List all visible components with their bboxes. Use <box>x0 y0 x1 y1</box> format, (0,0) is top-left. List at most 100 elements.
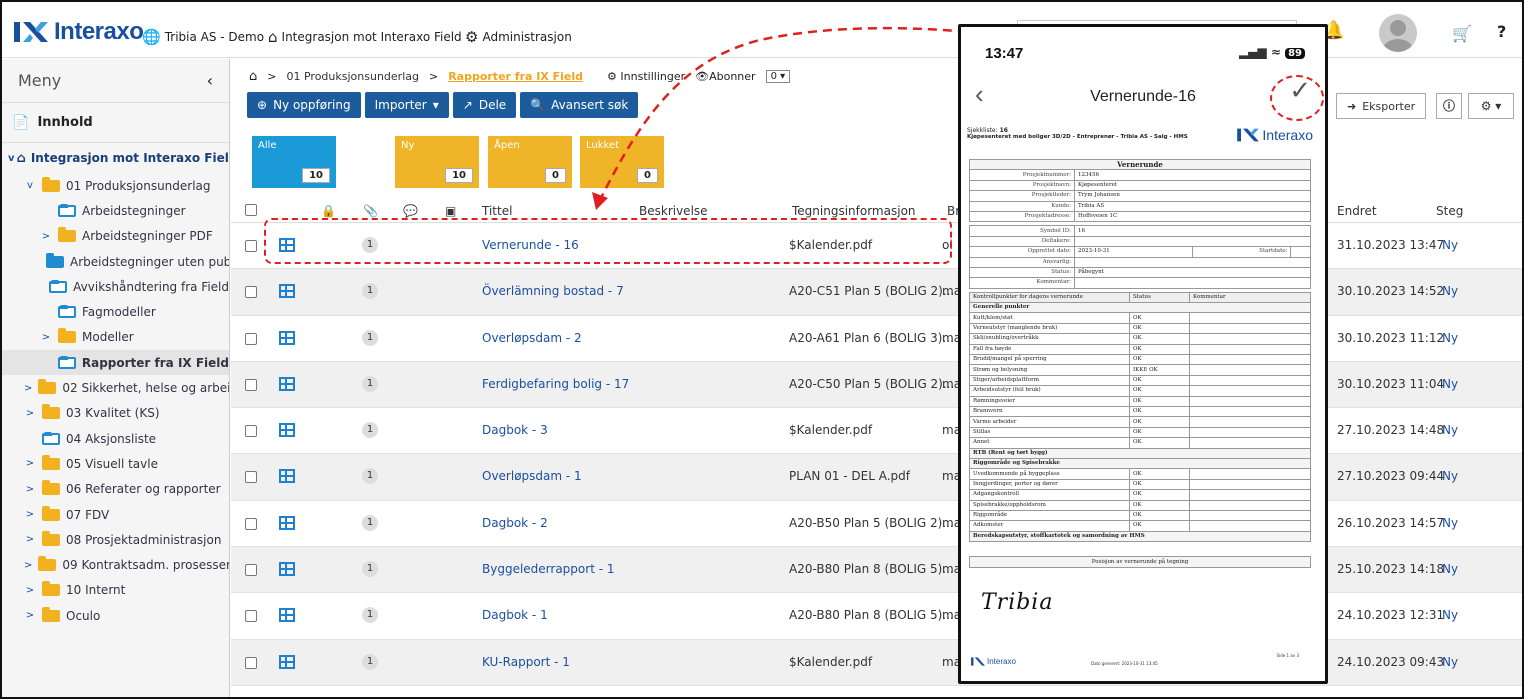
sidebar-item[interactable]: > Modeller <box>2 325 229 350</box>
table-row[interactable]: 1 Vernerunde - 16 $Kalender.pdf ol 31.10.202… <box>231 223 1522 270</box>
cart-icon[interactable]: 🛒 <box>1452 24 1472 43</box>
form-grid-icon[interactable] <box>279 330 295 345</box>
home-icon[interactable]: ⌂ <box>249 69 258 84</box>
sidebar-item[interactable]: >05 Visuell tavle <box>2 451 229 476</box>
select-all-checkbox[interactable] <box>245 204 257 216</box>
row-title[interactable]: Dagbok - 1 <box>482 608 548 623</box>
form-grid-icon[interactable] <box>279 284 295 299</box>
tile-closed[interactable]: Lukket 0 <box>580 136 664 188</box>
sidebar-item[interactable]: >06 Referater og rapporter <box>2 477 229 502</box>
tile-all[interactable]: Alle 10 <box>252 136 336 188</box>
sidebar-item[interactable]: > Oculo <box>2 603 229 628</box>
row-checkbox[interactable] <box>245 610 257 623</box>
row-checkbox[interactable] <box>245 240 257 252</box>
row-title[interactable]: Ferdigbefaring bolig - 17 <box>482 376 630 391</box>
col-description[interactable]: Beskrivelse <box>639 204 708 218</box>
nav-project-link[interactable]: ⌂ Integrasjon mot Interaxo Field <box>268 28 462 46</box>
share-button[interactable]: ↗ Dele <box>452 92 517 118</box>
breadcrumb-current[interactable]: Rapporter fra IX Field <box>448 70 584 83</box>
chevron-right-icon[interactable]: > <box>24 382 33 394</box>
col-step[interactable]: Steg <box>1436 204 1464 218</box>
row-title[interactable]: Vernerunde - 16 <box>482 238 579 252</box>
chevron-right-icon[interactable]: > <box>25 509 35 520</box>
sidebar-item[interactable]: >10 Internt <box>2 578 229 603</box>
new-entry-button[interactable]: ⊕ Ny oppføring <box>247 92 361 118</box>
row-checkbox[interactable] <box>245 517 257 530</box>
row-checkbox[interactable] <box>245 564 257 577</box>
sidebar-item[interactable]: 04 Aksjonsliste <box>2 426 229 451</box>
row-title[interactable]: Overløpsdam - 1 <box>482 469 582 484</box>
chevron-right-icon[interactable]: > <box>25 584 35 596</box>
table-row[interactable]: 1 Overløpsdam - 2 A20-A61 Plan 6 (BOLIG 3)… <box>231 316 1522 362</box>
sidebar-item[interactable]: >09 Kontraktsadm. prosesser <box>2 552 229 577</box>
chevron-right-icon[interactable]: > <box>25 483 35 495</box>
table-row[interactable]: 1 Dagbok - 2 A20-B50 Plan 5 (BOLIG 2)... ma… <box>231 501 1522 548</box>
row-checkbox[interactable] <box>245 656 257 669</box>
sidebar-item[interactable]: v 01 Produksjonsunderlag <box>2 173 229 198</box>
subscribe-count-select[interactable]: 0 ▾ <box>765 70 791 83</box>
export-button[interactable]: ➜ Eksporter <box>1336 93 1427 119</box>
chevron-right-icon[interactable]: > <box>25 534 35 546</box>
row-title[interactable]: Byggelederrapport - 1 <box>482 562 615 577</box>
col-changed[interactable]: Endret <box>1337 204 1377 218</box>
table-row[interactable]: 1 Dagbok - 3 $Kalender.pdf ma 27.10.2023 14:… <box>231 408 1522 455</box>
tree-root[interactable]: v ⌂ Integrasjon mot Interaxo Field <box>2 143 229 173</box>
subscribe-link[interactable]: 👁Abonner <box>695 70 755 83</box>
col-drawing[interactable]: Tegningsinformasjon <box>792 204 916 218</box>
company-selector[interactable]: 🌐 Tribia AS - Demo <box>142 28 264 46</box>
collapse-menu-icon[interactable]: ‹ <box>206 71 213 90</box>
settings-dropdown-button[interactable]: ⚙ ▾ <box>1468 93 1514 119</box>
info-button[interactable]: ⓘ <box>1436 93 1462 119</box>
row-title[interactable]: Dagbok - 2 <box>482 515 548 530</box>
sidebar-item[interactable]: >02 Sikkerhet, helse og arbeidsmiljø <box>2 375 229 400</box>
sidebar-item[interactable]: >03 Kvalitet (KS) <box>2 401 229 426</box>
chevron-right-icon[interactable]: > <box>41 230 51 242</box>
sidebar-item[interactable]: Fagmodeller <box>2 299 229 324</box>
chevron-right-icon[interactable]: > <box>25 458 35 470</box>
sidebar-item[interactable]: >07 FDV <box>2 502 229 527</box>
form-grid-icon[interactable] <box>279 423 295 438</box>
form-grid-icon[interactable] <box>279 562 295 577</box>
col-title[interactable]: Tittel <box>482 204 513 218</box>
chevron-right-icon[interactable]: > <box>41 331 51 343</box>
innhold-header[interactable]: 📄 Innhold <box>2 103 229 143</box>
chevron-right-icon[interactable]: > <box>24 559 33 571</box>
form-grid-icon[interactable] <box>279 469 295 484</box>
sidebar-item[interactable]: > Arbeidstegninger PDF <box>2 224 229 249</box>
table-row[interactable]: 1 Dagbok - 1 A20-B80 Plan 8 (BOLIG 5)... ma… <box>231 593 1522 640</box>
avatar[interactable] <box>1379 14 1417 52</box>
tile-new[interactable]: Ny 10 <box>395 136 479 188</box>
interaxo-logo[interactable]: Interaxo <box>14 18 144 46</box>
breadcrumb-level1[interactable]: 01 Produksjonsunderlag <box>286 70 419 83</box>
chevron-down-icon[interactable]: v <box>27 180 33 192</box>
form-grid-icon[interactable] <box>279 238 295 252</box>
row-title[interactable]: Overløpsdam - 2 <box>482 330 582 345</box>
advanced-search-button[interactable]: 🔍 Avansert søk <box>520 92 639 118</box>
row-checkbox[interactable] <box>245 378 257 391</box>
sidebar-item[interactable]: >08 Prosjektadministrasjon <box>2 527 229 552</box>
form-grid-icon[interactable] <box>279 515 295 530</box>
sidebar-item[interactable]: Rapporter fra IX Field <box>2 350 229 376</box>
col-br[interactable]: Br <box>947 204 961 218</box>
form-grid-icon[interactable] <box>279 376 295 391</box>
back-icon[interactable]: ‹ <box>975 79 984 109</box>
chevron-right-icon[interactable]: > <box>25 407 35 419</box>
nav-admin-link[interactable]: ⚙ Administrasjon <box>465 28 572 46</box>
sidebar-item[interactable]: Arbeidstegninger <box>2 198 229 223</box>
tile-open[interactable]: Åpen 0 <box>488 136 572 188</box>
help-icon[interactable]: ? <box>1497 22 1507 41</box>
sidebar-item[interactable]: Avvikshåndtering fra Field <box>2 274 229 299</box>
form-grid-icon[interactable] <box>279 608 295 623</box>
import-button[interactable]: Importer ▾ <box>364 92 449 118</box>
form-grid-icon[interactable] <box>279 654 295 669</box>
chevron-right-icon[interactable]: > <box>25 610 35 622</box>
row-checkbox[interactable] <box>245 425 257 438</box>
row-checkbox[interactable] <box>245 286 257 299</box>
row-title[interactable]: KU-Rapport - 1 <box>482 654 570 669</box>
row-checkbox[interactable] <box>245 471 257 484</box>
sidebar-item[interactable]: Arbeidstegninger uten publisering <box>2 249 229 274</box>
row-title[interactable]: Överlämning bostad - 7 <box>482 284 624 299</box>
row-title[interactable]: Dagbok - 3 <box>482 423 548 438</box>
row-checkbox[interactable] <box>245 332 257 345</box>
settings-link[interactable]: ⚙ Innstillinger <box>607 70 685 83</box>
